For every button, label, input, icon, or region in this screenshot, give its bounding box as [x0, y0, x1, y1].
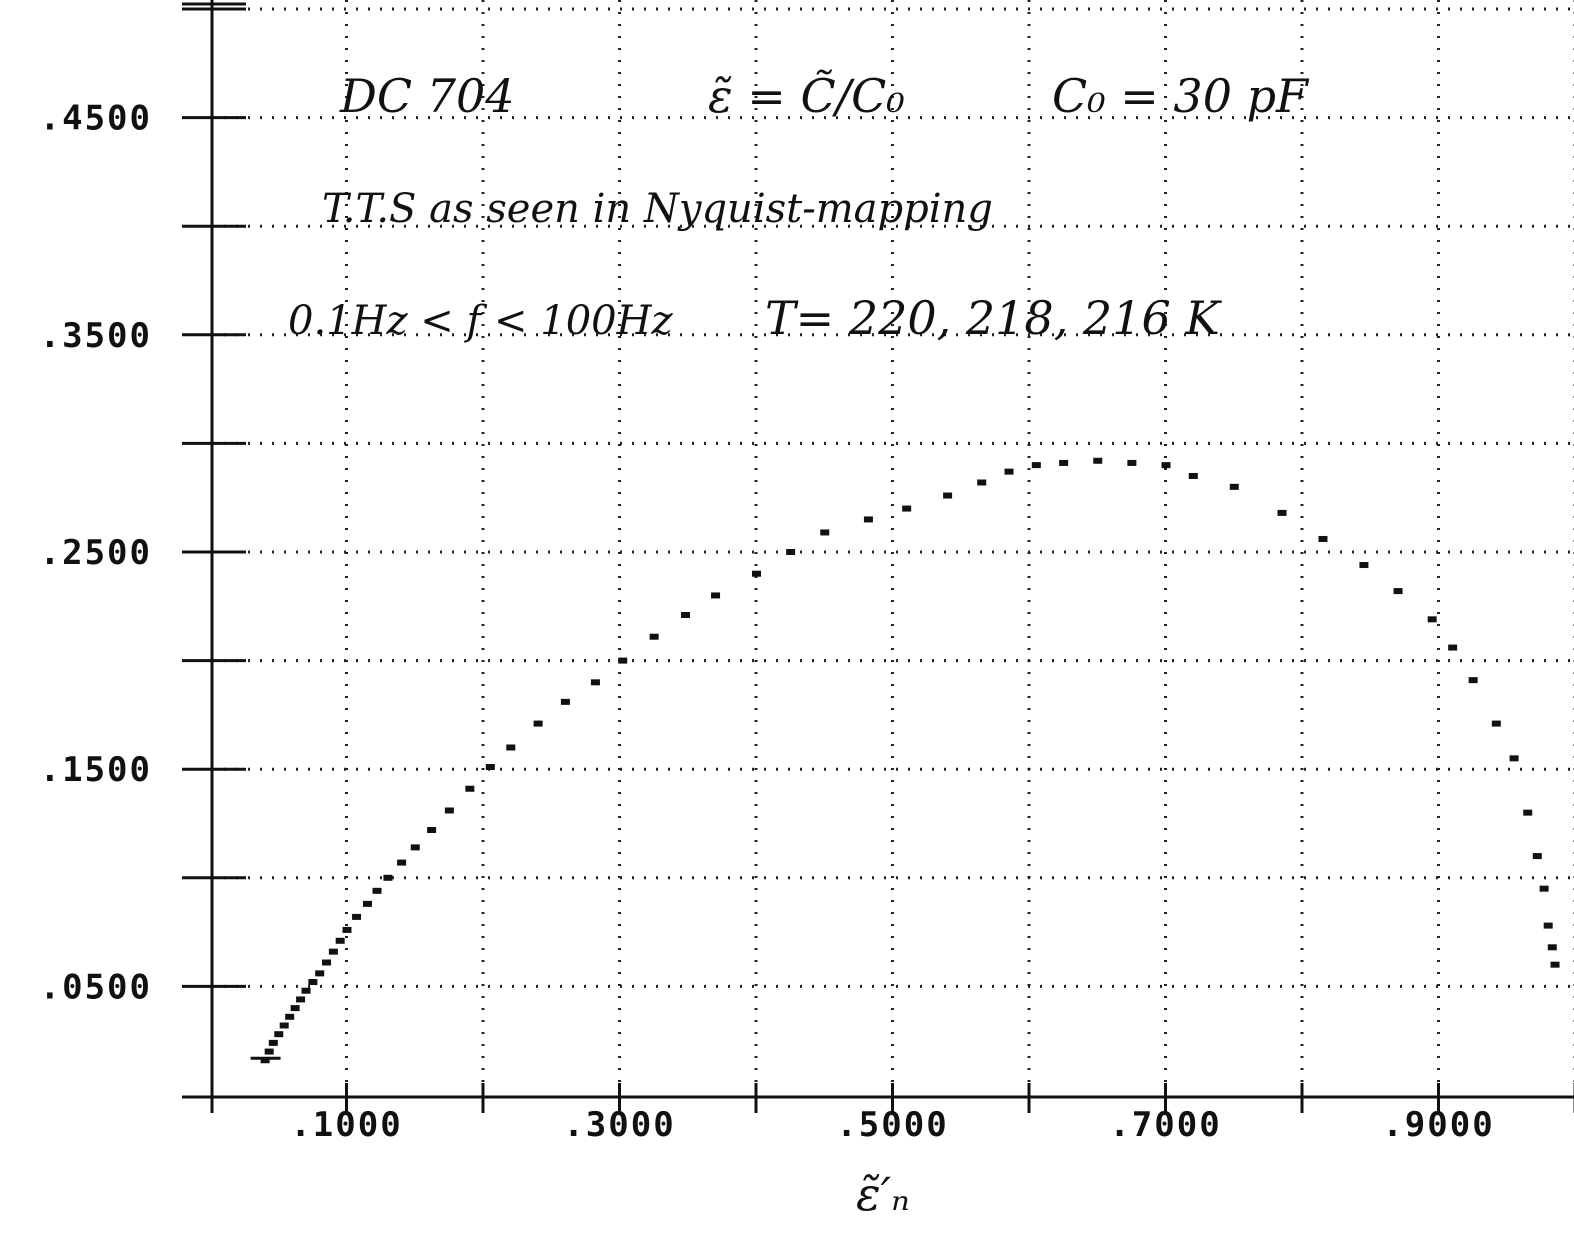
annotation-temperatures: T= 220, 218, 216 K: [765, 291, 1222, 345]
x-tick-label: .5000: [836, 1105, 948, 1145]
data-point: [279, 1022, 289, 1029]
data-point: [301, 987, 311, 994]
data-point: [260, 1057, 270, 1064]
data-point: [1318, 535, 1328, 542]
data-point: [1277, 509, 1287, 516]
annotation-sample: DC 704: [339, 69, 515, 123]
data-point: [1427, 616, 1437, 623]
data-point: [1523, 809, 1533, 816]
data-point: [285, 1013, 295, 1020]
x-tick-label: .7000: [1109, 1105, 1221, 1145]
data-point: [410, 844, 420, 851]
data-point: [820, 529, 830, 536]
data-point: [1448, 644, 1458, 651]
x-tick-label: .9000: [1382, 1105, 1494, 1145]
grid: [212, 0, 1574, 1097]
data-point: [681, 611, 691, 618]
data-point: [465, 785, 475, 792]
data-point: [1161, 462, 1171, 469]
data-point: [863, 516, 873, 523]
data-point: [290, 1005, 300, 1012]
data-point: [372, 887, 382, 894]
data-point: [485, 764, 495, 771]
data-point: [315, 970, 325, 977]
data-point: [533, 720, 543, 727]
data-point: [786, 549, 796, 555]
data-point: [352, 913, 362, 920]
x-tick-label: .1000: [290, 1105, 402, 1145]
data-point: [1547, 944, 1557, 951]
data-points: [250, 457, 1560, 1064]
data-point: [1127, 459, 1137, 466]
data-point: [902, 505, 912, 512]
data-point: [1509, 755, 1519, 762]
annotation-description: T.T.S as seen in Nyquist-mapping: [322, 186, 993, 232]
annotation-frequency-range: 0.1Hz < f < 100Hz: [288, 298, 673, 344]
data-point: [1359, 562, 1369, 569]
data-point: [1031, 462, 1041, 469]
data-point: [1059, 459, 1069, 466]
data-point: [1532, 853, 1542, 860]
y-tick-label: .1500: [40, 750, 152, 790]
data-point: [943, 492, 953, 499]
y-tick-label: .3500: [40, 316, 152, 356]
data-point: [308, 979, 318, 986]
data-point: [1543, 922, 1553, 929]
data-point: [1004, 468, 1014, 475]
data-point: [1393, 588, 1403, 595]
data-point: [444, 807, 454, 814]
data-point: [274, 1031, 284, 1038]
annotation-definition: ε̃ = C̃/C₀: [708, 69, 905, 123]
data-point: [383, 874, 393, 881]
x-axis-label: ε̃′ₙ: [856, 1167, 910, 1221]
data-point: [649, 633, 659, 640]
data-point: [1188, 472, 1198, 479]
data-point: [977, 479, 987, 486]
data-point: [427, 827, 437, 834]
data-point: [1550, 961, 1560, 968]
data-point: [752, 570, 761, 577]
data-point: [397, 859, 407, 866]
data-point: [1093, 457, 1103, 464]
data-point: [296, 996, 306, 1003]
data-point: [342, 926, 352, 933]
data-point: [322, 959, 332, 966]
data-point: [1468, 677, 1478, 684]
data-point: [1539, 885, 1549, 892]
x-tick-label: .3000: [563, 1105, 675, 1145]
y-tick-label: .0500: [40, 967, 152, 1007]
data-point: [1229, 483, 1239, 490]
data-point: [560, 698, 570, 705]
axes: [182, 0, 1574, 1113]
data-point: [1491, 720, 1501, 727]
data-point: [335, 937, 345, 944]
data-point: [590, 679, 600, 686]
data-point: [328, 948, 338, 955]
data-point: [506, 744, 516, 751]
data-point: [264, 1048, 274, 1055]
data-point: [618, 657, 628, 664]
y-tick-label: .2500: [40, 533, 152, 573]
data-point: [268, 1039, 278, 1046]
data-point: [362, 900, 372, 907]
annotation-capacitance: C₀ = 30 pF: [1052, 69, 1310, 123]
data-point: [711, 592, 721, 599]
tick-labels: .0500 .1500 .2500 .3500 .4500 .1000 .3000 .5000…: [40, 99, 1494, 1145]
y-tick-label: .4500: [40, 99, 152, 139]
